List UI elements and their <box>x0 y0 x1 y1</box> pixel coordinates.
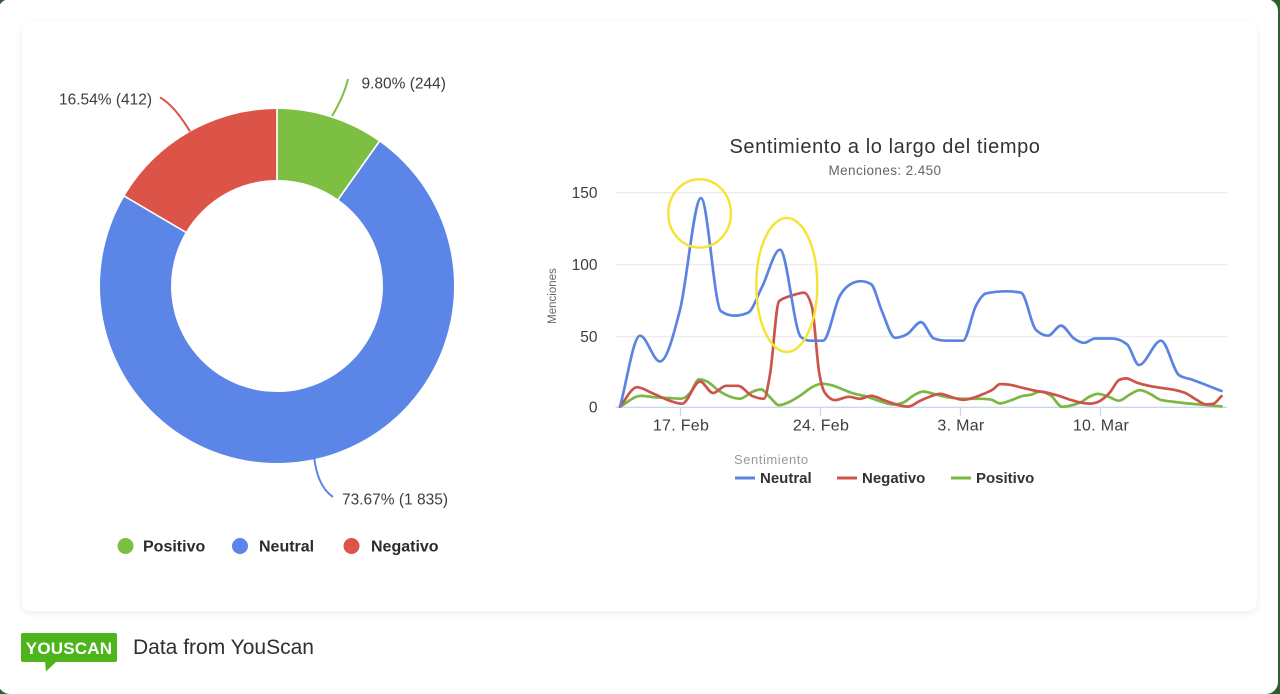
svg-text:Negativo: Negativo <box>862 470 925 487</box>
svg-text:9.80% (244): 9.80% (244) <box>362 76 446 93</box>
svg-text:Menciones: Menciones <box>547 268 559 324</box>
svg-text:Data from YouScan: Data from YouScan <box>133 636 314 659</box>
svg-text:17. Feb: 17. Feb <box>653 418 709 435</box>
svg-text:Positivo: Positivo <box>976 470 1034 487</box>
svg-text:3. Mar: 3. Mar <box>937 418 985 435</box>
svg-text:50: 50 <box>580 329 598 346</box>
svg-text:YOUSCAN: YOUSCAN <box>26 639 112 658</box>
svg-text:10. Mar: 10. Mar <box>1073 418 1130 435</box>
svg-text:16.54% (412): 16.54% (412) <box>59 92 152 109</box>
svg-text:0: 0 <box>589 400 598 417</box>
svg-text:Neutral: Neutral <box>259 539 314 556</box>
svg-text:Menciones: 2.450: Menciones: 2.450 <box>829 163 942 178</box>
svg-text:Negativo: Negativo <box>371 539 439 556</box>
svg-text:Neutral: Neutral <box>760 470 812 487</box>
svg-text:100: 100 <box>572 257 598 274</box>
svg-text:Sentimiento a lo largo del tie: Sentimiento a lo largo del tiempo <box>729 136 1040 158</box>
svg-text:24. Feb: 24. Feb <box>793 418 849 435</box>
svg-text:Positivo: Positivo <box>143 539 205 556</box>
svg-text:73.67% (1 835): 73.67% (1 835) <box>342 492 448 509</box>
svg-text:150: 150 <box>572 185 598 202</box>
svg-text:Sentimiento: Sentimiento <box>734 452 809 467</box>
